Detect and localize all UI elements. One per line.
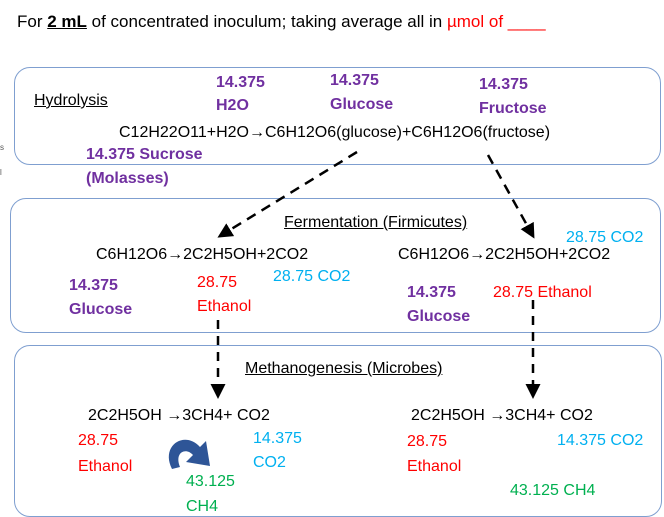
- methanogenesis-left-equation: 2C2H5OH →3CH4+ CO2: [88, 407, 270, 424]
- methanogenesis-title: Methanogenesis (Microbes): [245, 360, 443, 377]
- methanogenesis-left-ethanol-label: Ethanol: [78, 458, 133, 475]
- curved-arrow-icon: [168, 439, 210, 469]
- hydrolysis-h2o-value: 14.375: [216, 74, 265, 91]
- fermentation-left-equation: C6H12O6→2C2H5OH+2CO2: [96, 246, 309, 263]
- methanogenesis-left-ch4-label: CH4: [186, 498, 219, 515]
- fermentation-right-ethanol: 28.75 Ethanol: [493, 284, 592, 301]
- fermentation-left-glucose-value: 14.375: [69, 277, 118, 294]
- methanogenesis-right-equation: 2C2H5OH →3CH4+ CO2: [411, 407, 593, 424]
- hydrolysis-glucose-label: Glucose: [330, 96, 394, 113]
- fermentation-title: Fermentation (Firmicutes): [284, 214, 468, 231]
- edge-mark-bottom: l: [0, 168, 2, 177]
- methanogenesis-right-ethanol-value: 28.75: [407, 433, 448, 450]
- arrow-hydrolysis-to-fermentation-right: [486, 154, 535, 239]
- methanogenesis-left-ethanol-value: 28.75: [78, 432, 119, 449]
- fermentation-right-co2: 28.75 CO2: [566, 229, 644, 246]
- methanogenesis-left-co2-value: 14.375: [253, 430, 302, 447]
- header-volume: 2 mL: [47, 12, 87, 31]
- hydrolysis-fructose-value: 14.375: [479, 76, 528, 93]
- fermentation-right-glucose-value: 14.375: [407, 284, 456, 301]
- header-middle: of concentrated inoculum; taking average…: [86, 12, 447, 31]
- hydrolysis-title: Hydrolysis: [34, 92, 108, 109]
- methanogenesis-right-co2: 14.375 CO2: [557, 432, 644, 449]
- fermentation-left-co2: 28.75 CO2: [273, 268, 351, 285]
- header-text: For 2 mL of concentrated inoculum; takin…: [17, 12, 546, 32]
- fermentation-left-ethanol-label: Ethanol: [197, 298, 252, 315]
- hydrolysis-equation: C12H22O11+H2O→C6H12O6(glucose)+C6H12O6(f…: [119, 124, 551, 141]
- arrow-hydrolysis-to-fermentation-left: [217, 150, 358, 238]
- fermentation-left-ethanol-value: 28.75: [197, 274, 238, 291]
- hydrolysis-molasses: (Molasses): [86, 170, 169, 187]
- hydrolysis-sucrose: 14.375 Sucrose: [86, 146, 203, 163]
- fermentation-left-glucose-label: Glucose: [69, 301, 133, 318]
- hydrolysis-fructose-label: Fructose: [479, 100, 547, 117]
- fermentation-right-equation: C6H12O6→2C2H5OH+2CO2: [398, 246, 611, 263]
- header-prefix: For: [17, 12, 48, 31]
- hydrolysis-h2o-label: H2O: [216, 97, 249, 114]
- hydrolysis-glucose-value: 14.375: [330, 72, 379, 89]
- header-unit: µmol of ____: [446, 12, 546, 31]
- methanogenesis-left-co2-label: CO2: [253, 454, 286, 471]
- fermentation-right-glucose-label: Glucose: [407, 308, 471, 325]
- methanogenesis-left-ch4-value: 43.125: [186, 473, 235, 490]
- fermentation-box: [10, 198, 661, 333]
- methanogenesis-right-ethanol-label: Ethanol: [407, 458, 462, 475]
- methanogenesis-right-ch4: 43.125 CH4: [510, 482, 596, 499]
- edge-mark-top: s: [0, 143, 4, 152]
